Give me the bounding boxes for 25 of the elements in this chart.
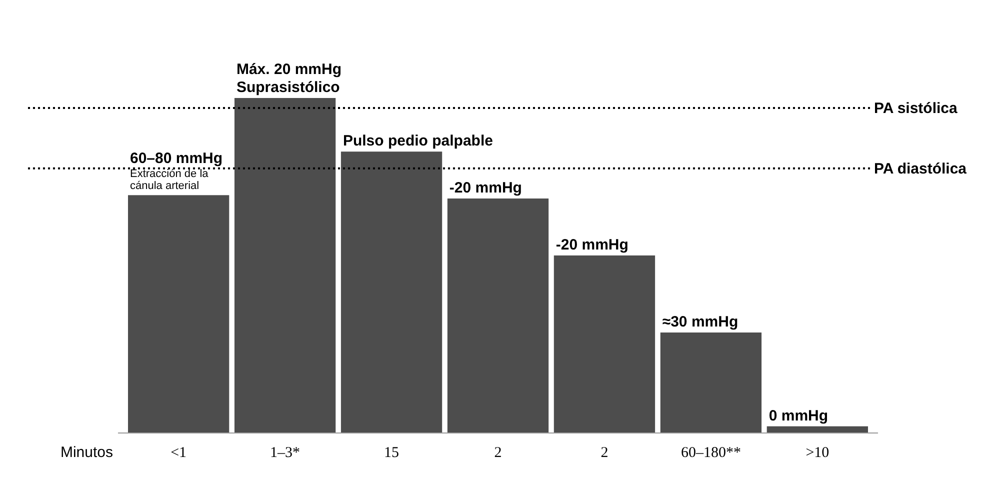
ref-line-label: PA diastólica bbox=[874, 160, 968, 178]
text: Suprasistólico bbox=[236, 79, 340, 96]
x-tick-label: 60–180** bbox=[680, 445, 741, 461]
x-axis-title: Minutos bbox=[60, 444, 113, 461]
annotation: 0 mmHg bbox=[768, 407, 828, 424]
x-tick-label: 1–3* bbox=[270, 445, 300, 461]
bar bbox=[128, 195, 230, 433]
bar bbox=[234, 98, 336, 433]
bar bbox=[660, 332, 762, 433]
x-tick-label: 2 bbox=[494, 445, 502, 461]
annotation: -20 mmHg bbox=[449, 180, 522, 196]
bar bbox=[340, 152, 442, 433]
annotation: -20 mmHg bbox=[556, 236, 628, 254]
annotation: Extracción de la cánula arterial bbox=[130, 168, 210, 192]
ref-line-label: PA sistólica bbox=[874, 100, 958, 118]
bar bbox=[554, 255, 656, 433]
annotation: ≈30 mmHg bbox=[662, 314, 738, 330]
annotation: Pulso pedio palpable bbox=[342, 132, 493, 150]
x-tick-label: <1 bbox=[170, 445, 187, 461]
annotation: 60–80 mmHg bbox=[130, 150, 223, 168]
x-tick-label: >10 bbox=[806, 445, 830, 461]
x-tick-label: 2 bbox=[600, 445, 608, 461]
x-tick-label: 15 bbox=[384, 445, 400, 461]
bar bbox=[447, 198, 549, 433]
text: Máx. 20 mmHg bbox=[236, 61, 342, 78]
